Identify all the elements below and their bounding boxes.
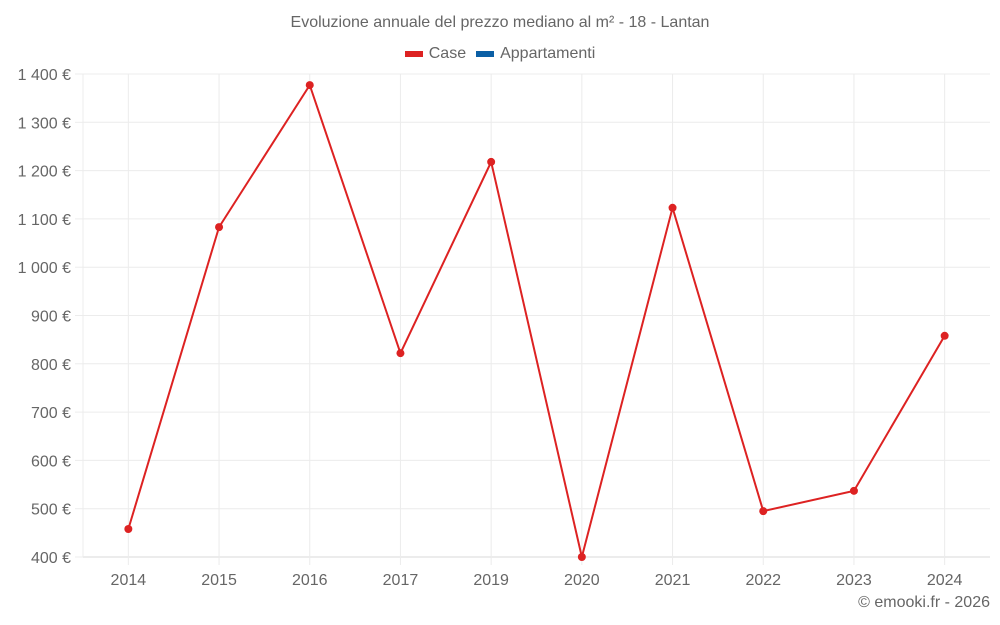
legend-swatch-appartamenti [476, 51, 495, 57]
y-axis-label: 900 € [31, 309, 71, 326]
y-axis-label: 500 € [31, 502, 71, 519]
x-axis-label: 2014 [111, 572, 147, 589]
data-point[interactable] [124, 524, 133, 533]
x-axis-label: 2017 [383, 572, 419, 589]
y-axis-label: 1 100 € [18, 212, 71, 229]
credit-text: © emooki.fr - 2026 [858, 594, 990, 611]
y-axis-label: 1 300 € [18, 115, 71, 132]
y-axis-label: 600 € [31, 453, 71, 470]
data-point[interactable] [487, 157, 496, 166]
chart-title: Evoluzione annuale del prezzo mediano al… [290, 14, 710, 31]
x-axis-label: 2021 [655, 572, 691, 589]
y-axis-label: 400 € [31, 550, 71, 567]
x-axis-label: 2024 [927, 572, 963, 589]
data-point[interactable] [396, 349, 405, 358]
y-axis-label: 700 € [31, 405, 71, 422]
y-axis-label: 800 € [31, 357, 71, 374]
legend-label-appartamenti: Appartamenti [500, 45, 596, 62]
data-point[interactable] [668, 203, 677, 212]
legend-item-appartamenti[interactable]: Appartamenti [476, 45, 595, 63]
x-axis-label: 2016 [292, 572, 328, 589]
data-point[interactable] [577, 553, 586, 561]
y-axis-label: 1 200 € [18, 164, 71, 181]
x-axis-label: 2019 [473, 572, 509, 589]
legend-swatch-case [404, 51, 423, 57]
x-axis-label: 2022 [745, 572, 781, 589]
legend-item-case[interactable]: Case [404, 45, 467, 63]
data-point[interactable] [305, 81, 314, 90]
data-point[interactable] [215, 223, 224, 232]
data-point[interactable] [759, 507, 768, 516]
x-axis-label: 2020 [564, 572, 600, 589]
x-axis-label: 2015 [201, 572, 237, 589]
data-point[interactable] [940, 331, 949, 340]
data-point[interactable] [849, 486, 858, 495]
x-axis-label: 2023 [836, 572, 872, 589]
series-line-case [127, 82, 946, 558]
chart-legend: Case Appartamenti [0, 45, 1000, 63]
y-axis-label: 1 000 € [18, 260, 71, 277]
legend-label-case: Case [428, 45, 467, 62]
y-axis-label: 1 400 € [18, 67, 71, 84]
